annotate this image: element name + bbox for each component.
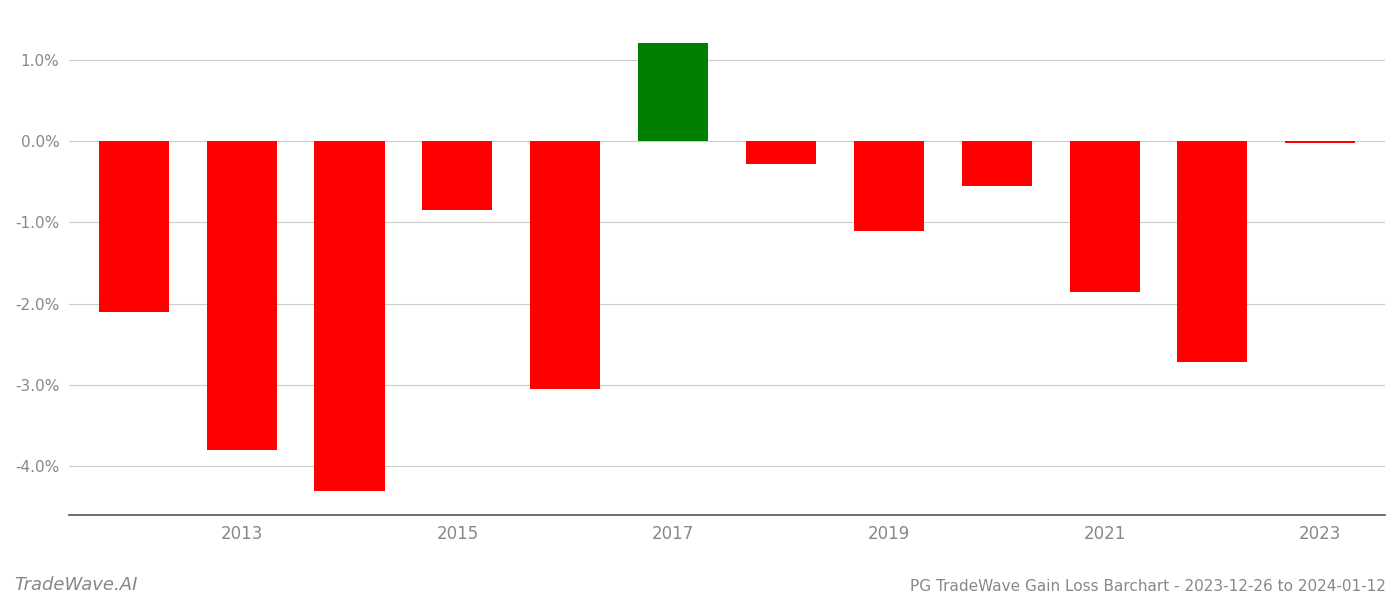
- Bar: [962, 141, 1032, 186]
- Text: TradeWave.AI: TradeWave.AI: [14, 576, 137, 594]
- Bar: [1285, 141, 1355, 143]
- Bar: [1177, 141, 1247, 362]
- Bar: [746, 141, 816, 164]
- Bar: [531, 141, 601, 389]
- Bar: [99, 141, 169, 312]
- Bar: [423, 141, 493, 210]
- Bar: [207, 141, 277, 450]
- Bar: [854, 141, 924, 230]
- Bar: [315, 141, 385, 491]
- Text: PG TradeWave Gain Loss Barchart - 2023-12-26 to 2024-01-12: PG TradeWave Gain Loss Barchart - 2023-1…: [910, 579, 1386, 594]
- Bar: [1070, 141, 1140, 292]
- Bar: [638, 43, 708, 141]
